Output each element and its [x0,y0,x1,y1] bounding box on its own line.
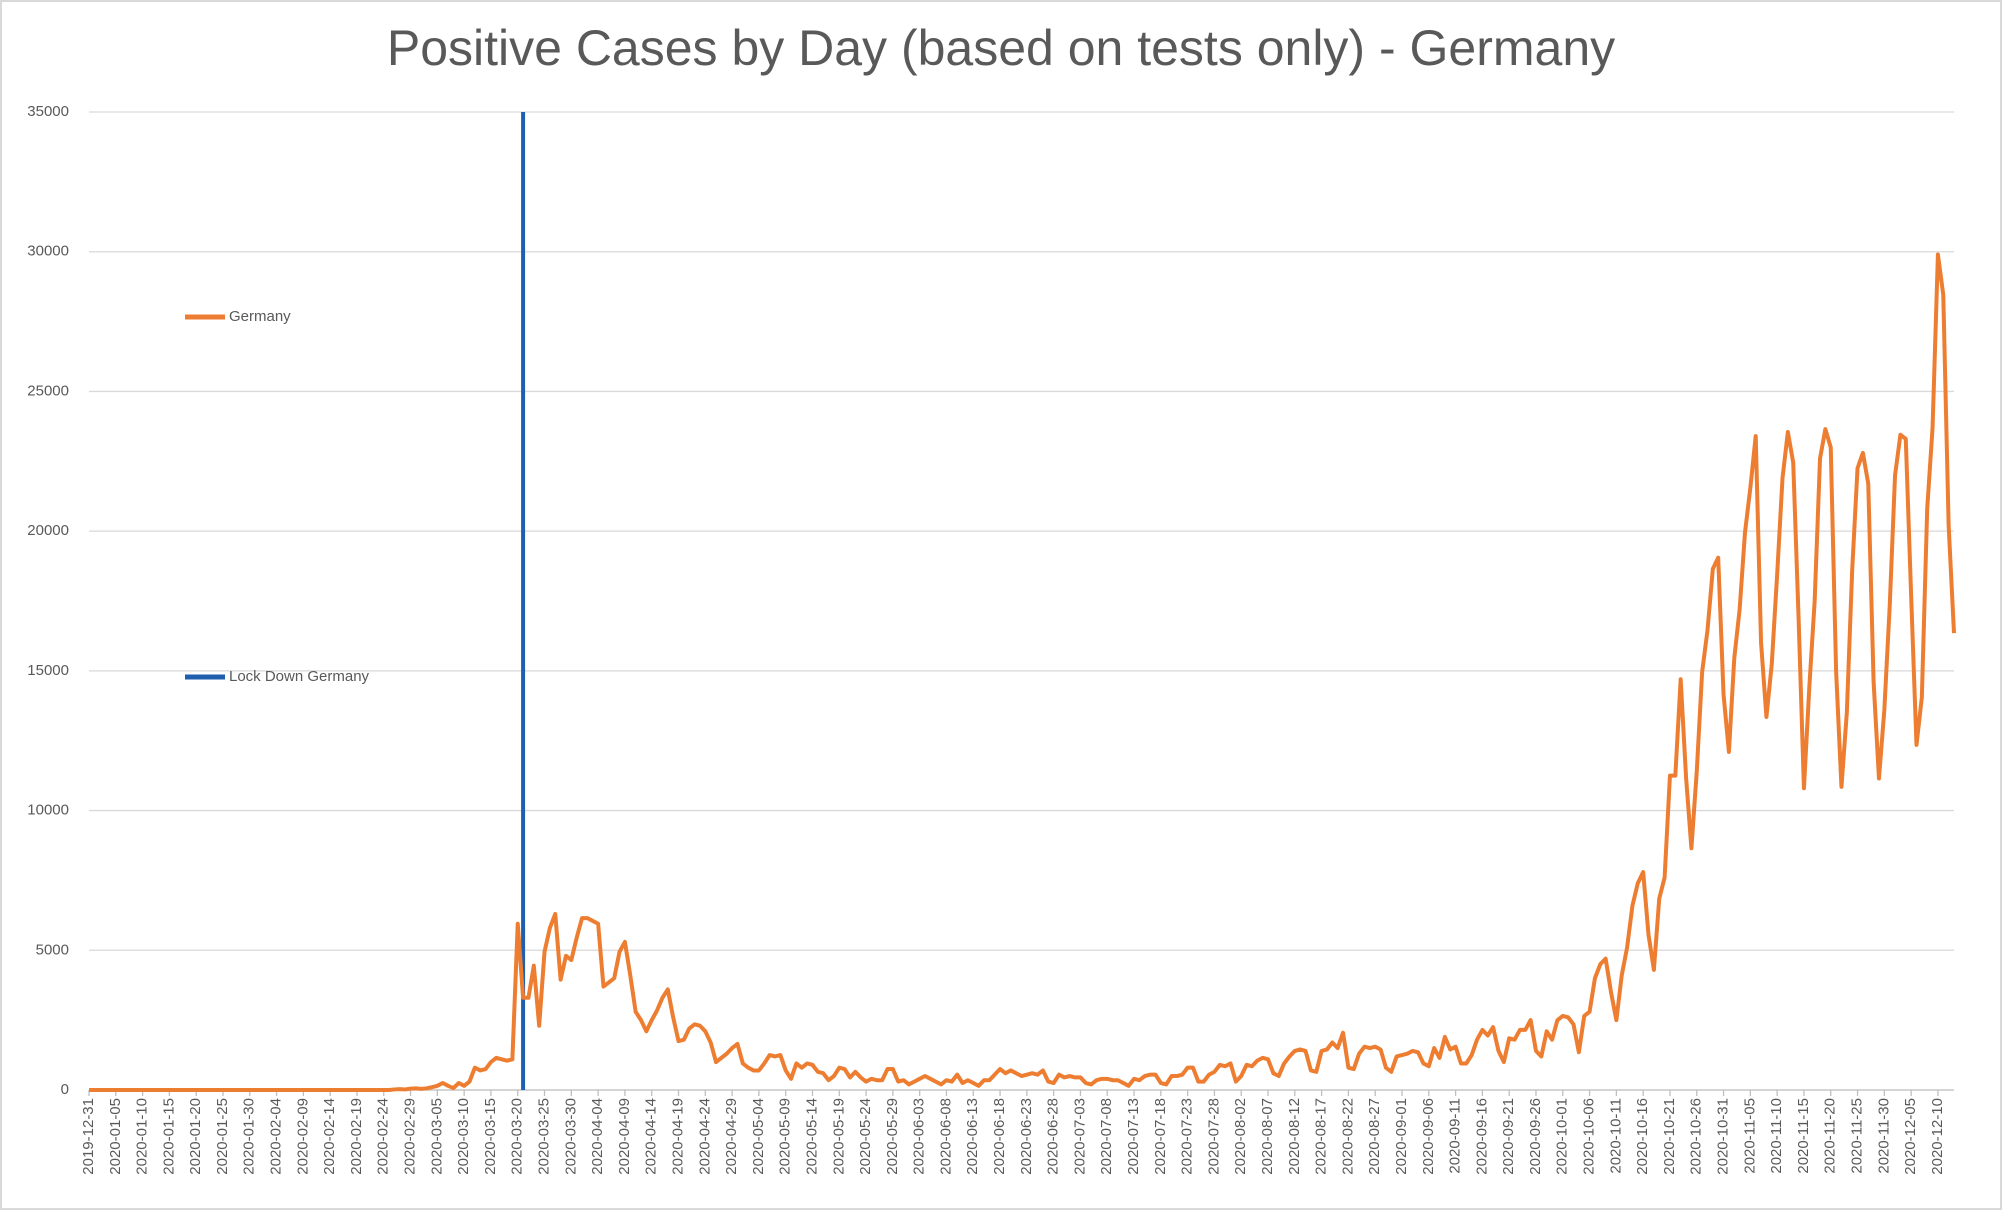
x-tick-label: 2020-05-04 [750,1098,767,1175]
x-tick-label: 2020-07-28 [1205,1098,1222,1175]
x-tick-label: 2020-10-21 [1661,1098,1678,1175]
x-tick-label: 2020-10-06 [1581,1098,1598,1175]
x-tick-label: 2020-04-24 [696,1098,713,1175]
y-tick-label: 10000 [27,802,69,819]
x-tick-label: 2020-07-13 [1125,1098,1142,1175]
x-tick-label: 2020-11-15 [1795,1098,1812,1174]
x-tick-label: 2020-04-19 [669,1098,686,1175]
x-tick-label: 2020-05-09 [777,1098,794,1175]
x-tick-label: 2020-11-10 [1768,1098,1785,1174]
x-tick-label: 2020-10-01 [1554,1098,1571,1175]
x-tick-label: 2020-03-05 [428,1098,445,1175]
x-tick-label: 2020-06-28 [1045,1098,1062,1175]
x-tick-label: 2020-09-16 [1473,1098,1490,1175]
x-tick-label: 2020-04-09 [616,1098,633,1175]
x-tick-label: 2020-06-18 [991,1098,1008,1175]
x-tick-label: 2020-08-27 [1366,1098,1383,1175]
x-tick-label: 2020-03-30 [562,1098,579,1175]
x-tick-label: 2020-11-20 [1822,1098,1839,1174]
data-line [89,252,1956,1092]
x-tick-label: 2020-09-11 [1447,1098,1464,1174]
x-tick-label: 2020-02-04 [268,1098,285,1175]
x-tick-label: 2020-01-15 [160,1098,177,1175]
x-tick-label: 2020-06-03 [911,1098,928,1175]
y-tick-label: 25000 [27,382,69,399]
y-tick-label: 5000 [36,941,69,958]
y-tick-label: 35000 [27,103,69,120]
x-tick-label: 2020-03-25 [536,1098,553,1175]
x-tick-label: 2020-02-14 [321,1098,338,1175]
x-tick-label: 2020-09-26 [1527,1098,1544,1175]
x-tick-label: 2020-05-29 [884,1098,901,1175]
y-tick-label: 30000 [27,243,69,260]
x-tick-label: 2020-07-03 [1071,1098,1088,1175]
x-tick-label: 2020-06-13 [964,1098,981,1175]
x-tick-label: 2020-05-14 [803,1098,820,1175]
legend-label: Germany [229,308,291,325]
x-tick-label: 2020-09-01 [1393,1098,1410,1175]
x-tick-label: 2020-11-25 [1849,1098,1866,1174]
x-tick-label: 2020-09-06 [1420,1098,1437,1175]
x-tick-label: 2020-02-24 [375,1098,392,1175]
legend-label: Lock Down Germany [229,668,370,685]
x-tick-label: 2020-06-23 [1018,1098,1035,1175]
x-tick-label: 2020-02-29 [402,1098,419,1175]
x-tick-label: 2020-07-18 [1152,1098,1169,1175]
x-tick-label: 2020-01-10 [134,1098,151,1175]
x-tick-label: 2020-07-08 [1098,1098,1115,1175]
x-tick-label: 2020-12-05 [1902,1098,1919,1175]
x-tick-label: 2020-12-10 [1929,1098,1946,1175]
chart-title: Positive Cases by Day (based on tests on… [387,20,1615,76]
x-tick-label: 2020-03-20 [509,1098,526,1175]
x-tick-label: 2020-01-25 [214,1098,231,1175]
x-tick-label: 2020-07-23 [1179,1098,1196,1175]
x-tick-label: 2020-11-30 [1875,1098,1892,1174]
x-tick-label: 2020-01-30 [241,1098,258,1175]
y-tick-label: 20000 [27,522,69,539]
x-tick-label: 2020-11-05 [1741,1098,1758,1174]
x-tick-label: 2020-05-24 [857,1098,874,1175]
x-tick-label: 2020-02-09 [294,1098,311,1175]
x-tick-label: 2020-08-02 [1232,1098,1249,1175]
x-tick-label: 2020-10-26 [1688,1098,1705,1175]
x-tick-label: 2020-08-22 [1339,1098,1356,1175]
x-tick-label: 2020-10-11 [1607,1098,1624,1174]
x-tick-label: 2020-03-10 [455,1098,472,1175]
x-tick-label: 2020-10-31 [1715,1098,1732,1175]
x-tick-label: 2020-06-08 [937,1098,954,1175]
y-tick-label: 15000 [27,662,69,679]
y-tick-label: 0 [61,1081,69,1098]
x-tick-label: 2020-10-16 [1634,1098,1651,1175]
x-tick-label: 2020-02-19 [348,1098,365,1175]
x-tick-label: 2020-04-14 [643,1098,660,1175]
x-tick-label: 2019-12-31 [80,1098,97,1175]
x-tick-label: 2020-08-12 [1286,1098,1303,1175]
x-tick-label: 2020-01-05 [107,1098,124,1175]
x-tick-label: 2020-01-20 [187,1098,204,1175]
x-tick-label: 2020-09-21 [1500,1098,1517,1175]
x-tick-label: 2020-08-17 [1313,1098,1330,1175]
x-tick-label: 2020-08-07 [1259,1098,1276,1175]
x-tick-label: 2020-04-04 [589,1098,606,1175]
x-tick-label: 2020-04-29 [723,1098,740,1175]
x-tick-label: 2020-03-15 [482,1098,499,1175]
x-tick-label: 2020-05-19 [830,1098,847,1175]
